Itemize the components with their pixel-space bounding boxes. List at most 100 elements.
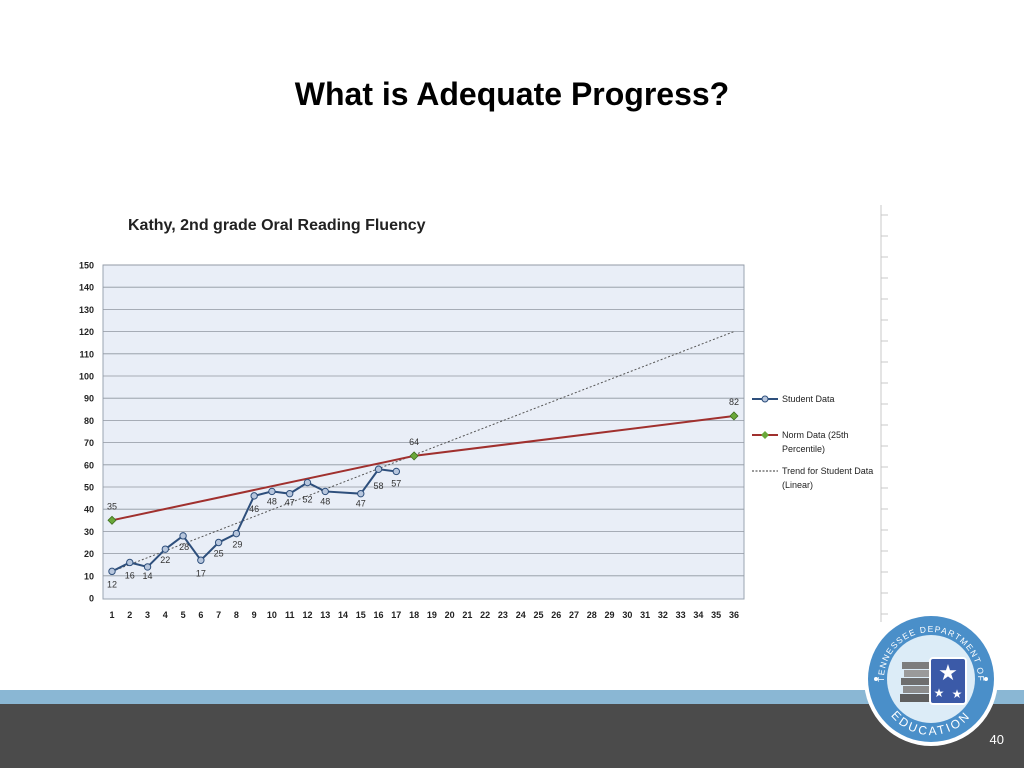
y-axis: 0 10 20 30 40 50 60 70 80 90 100 110 120 130 140 150 (79, 261, 94, 604)
x-tick-label: 19 (427, 610, 437, 620)
student-data-label: 28 (179, 542, 189, 552)
student-data-point (197, 556, 205, 564)
y-tick-label: 90 (84, 394, 94, 404)
legend-marker-norm-data (761, 431, 769, 439)
y-tick-label: 60 (84, 460, 94, 470)
page-number: 40 (989, 732, 1004, 747)
x-tick-label: 24 (516, 610, 526, 620)
student-data-label: 22 (160, 555, 170, 565)
legend-marker-student-data (761, 395, 769, 403)
y-tick-label: 20 (84, 549, 94, 559)
student-data-point (143, 563, 152, 571)
x-tick-label: 29 (605, 610, 615, 620)
x-tick-label: 7 (216, 610, 221, 620)
student-data-point (214, 538, 223, 547)
chart-title: Kathy, 2nd grade Oral Reading Fluency (128, 217, 426, 234)
student-data-point (392, 467, 401, 476)
legend-label-student-data: Student Data (782, 394, 835, 404)
x-tick-label: 18 (409, 610, 419, 620)
student-data-line (111, 468, 397, 573)
y-tick-label: 40 (84, 505, 94, 515)
y-tick-label: 140 (79, 283, 94, 293)
y-tick-label: 30 (84, 527, 94, 537)
x-tick-label: 11 (285, 610, 295, 620)
series-layer: 12 16 14 22 28 17 25 29 46 48 47 52 48 47 58 57 35 64 82 (107, 331, 739, 589)
legend-label-trend: Trend for Student Data (Linear) (782, 466, 873, 490)
y-tick-label: 120 (79, 327, 94, 337)
student-data-label: 47 (356, 499, 366, 509)
norm-data-point (107, 515, 117, 525)
plot-area (102, 264, 745, 600)
x-tick-label: 9 (252, 610, 257, 620)
x-tick-label: 32 (658, 610, 668, 620)
y-tick-label: 110 (79, 349, 94, 359)
norm-data-label: 64 (409, 437, 419, 447)
x-tick-label: 25 (533, 610, 543, 620)
student-data-label: 58 (374, 481, 384, 491)
norm-data-point (729, 411, 739, 421)
student-data-label: 14 (143, 571, 153, 581)
norm-data-point (409, 451, 419, 461)
student-data-point (250, 492, 258, 500)
book-stack-icon (900, 662, 940, 702)
x-tick-label: 6 (198, 610, 203, 620)
x-tick-label: 23 (498, 610, 508, 620)
y-tick-label: 10 (84, 571, 94, 581)
reading-fluency-chart: Kathy, 2nd grade Oral Reading Fluency 0 1… (79, 205, 888, 622)
x-tick-label: 13 (320, 610, 330, 620)
x-tick-label: 28 (587, 610, 597, 620)
student-data-point (126, 558, 134, 567)
student-data-point (108, 567, 116, 576)
norm-data-label: 35 (107, 501, 117, 511)
y-tick-label: 150 (79, 261, 94, 271)
x-tick-label: 33 (676, 610, 686, 620)
student-data-point (357, 489, 365, 498)
x-tick-label: 8 (234, 610, 239, 620)
x-tick-label: 31 (640, 610, 650, 620)
x-tick-label: 36 (729, 610, 739, 620)
legend-label-norm-data: Norm Data (25th Percentile) (782, 430, 849, 454)
student-data-label: 17 (196, 568, 206, 578)
student-data-point (321, 487, 329, 496)
footer-band-light (0, 690, 1024, 704)
right-divider-ticks (881, 214, 888, 615)
student-data-label: 16 (125, 570, 135, 580)
svg-text:★: ★ (952, 687, 963, 701)
y-tick-label: 0 (89, 594, 94, 604)
student-data-point (161, 545, 170, 553)
x-tick-label: 22 (480, 610, 490, 620)
y-tick-label: 50 (84, 483, 94, 493)
student-data-label: 57 (391, 478, 401, 488)
x-tick-label: 26 (551, 610, 561, 620)
student-data-label: 47 (285, 498, 295, 508)
svg-text:★: ★ (934, 686, 945, 700)
y-tick-label: 70 (84, 438, 94, 448)
slide-title: What is Adequate Progress? (294, 76, 730, 112)
x-tick-label: 34 (693, 610, 703, 620)
legend: Student Data Norm Data (25th Percentile) Tr… (752, 394, 873, 490)
x-tick-label: 27 (569, 610, 579, 620)
student-data-point (374, 465, 383, 473)
x-tick-label: 10 (267, 610, 277, 620)
y-tick-label: 100 (79, 372, 94, 382)
x-tick-label: 17 (391, 610, 401, 620)
x-tick-label: 14 (338, 610, 348, 620)
svg-text:★: ★ (938, 660, 958, 685)
gridlines (103, 264, 744, 577)
footer-band-dark (0, 704, 1024, 768)
x-tick-label: 20 (445, 610, 455, 620)
student-data-point (232, 529, 241, 538)
x-tick-label: 15 (356, 610, 366, 620)
x-tick-label: 16 (374, 610, 384, 620)
tennessee-stars-icon: ★ ★ ★ (929, 657, 967, 705)
student-data-label: 29 (232, 540, 242, 550)
x-tick-label: 4 (163, 610, 168, 620)
x-tick-label: 35 (711, 610, 721, 620)
x-tick-label: 5 (181, 610, 186, 620)
x-tick-label: 3 (145, 610, 150, 620)
student-data-point (303, 478, 312, 487)
student-data-label: 48 (267, 496, 277, 506)
trend-line-student-data (111, 331, 735, 572)
norm-data-label: 82 (729, 397, 739, 407)
y-tick-label: 80 (84, 416, 94, 426)
